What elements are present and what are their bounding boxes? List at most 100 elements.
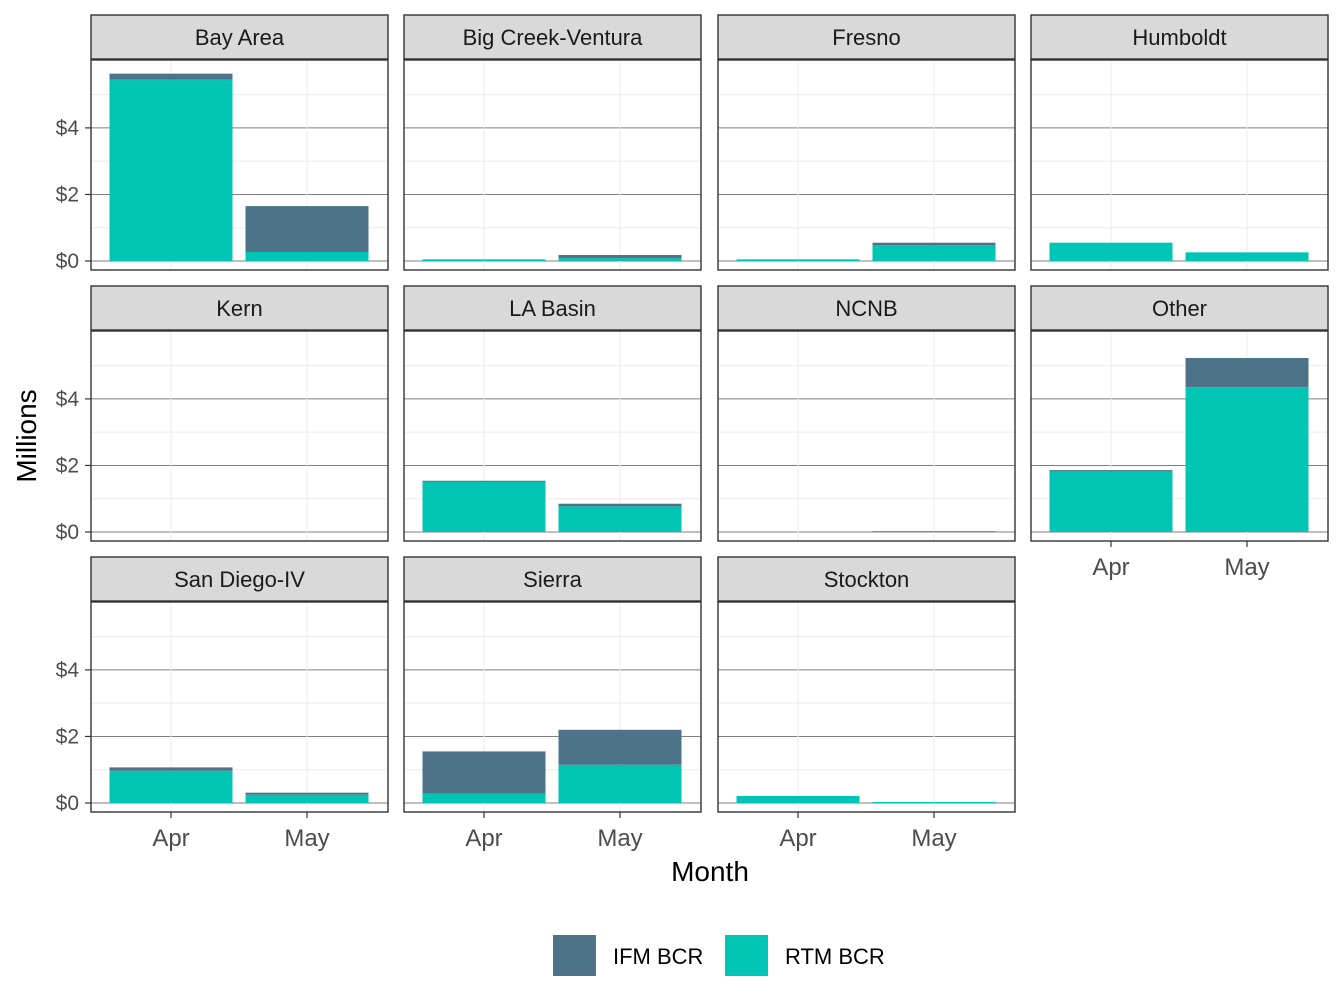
legend-item-ifm-bcr: IFM BCR bbox=[553, 935, 703, 976]
legend-label-rtm-bcr: RTM BCR bbox=[785, 944, 885, 969]
bar-rtm-bcr-san-diego-iv-may bbox=[245, 794, 369, 803]
panel-border bbox=[1030, 59, 1329, 271]
facet-strip-bay-area bbox=[90, 14, 389, 60]
facet-strip-ncnb bbox=[717, 285, 1016, 331]
panel-border bbox=[90, 601, 389, 813]
bar-ifm-bcr-big-creek-ventura-may bbox=[558, 255, 682, 259]
bar-rtm-bcr-other-may bbox=[1185, 387, 1309, 532]
bar-ifm-bcr-san-diego-iv-may bbox=[245, 792, 369, 795]
bar-rtm-bcr-humboldt-may bbox=[1185, 252, 1309, 261]
legend-key-ifm-bcr bbox=[553, 935, 596, 976]
panel-background bbox=[718, 331, 1015, 541]
panel-border bbox=[403, 330, 702, 542]
bar-ifm-bcr-san-diego-iv-apr bbox=[109, 767, 233, 771]
legend-key-rtm-bcr bbox=[725, 935, 768, 976]
bar-rtm-bcr-fresno-may bbox=[872, 245, 996, 261]
y-tick-label: $4 bbox=[56, 117, 80, 140]
facet-strip-big-creek-ventura bbox=[403, 14, 702, 60]
facet-other: Other Apr May bbox=[1030, 285, 1329, 581]
facet-strip-fresno bbox=[717, 14, 1016, 60]
bar-ifm-bcr-la-basin-apr bbox=[422, 480, 546, 482]
facet-panels: Bay Area $0 $2 $4 Big Creek-Ventura Fresno Hum… bbox=[56, 14, 1329, 852]
panel-background bbox=[1031, 60, 1328, 270]
facet-title-other: Other bbox=[1152, 296, 1207, 321]
panel-background bbox=[404, 60, 701, 270]
facet-title-fresno: Fresno bbox=[832, 25, 900, 50]
panel-border bbox=[403, 601, 702, 813]
panel-border bbox=[717, 59, 1016, 271]
panel-background bbox=[91, 331, 388, 541]
y-tick-label: $4 bbox=[56, 659, 80, 682]
x-axis-title: Month bbox=[671, 856, 749, 887]
y-tick-label: $0 bbox=[56, 792, 79, 815]
facet-title-sierra: Sierra bbox=[523, 567, 582, 592]
facet-strip-stockton bbox=[717, 556, 1016, 602]
bar-rtm-bcr-other-apr bbox=[1049, 471, 1173, 532]
bar-rtm-bcr-humboldt-apr bbox=[1049, 242, 1173, 261]
facet-strip-san-diego-iv bbox=[90, 556, 389, 602]
bar-ifm-bcr-sierra-may bbox=[558, 729, 682, 765]
facet-title-kern: Kern bbox=[216, 296, 262, 321]
bar-ifm-bcr-la-basin-may bbox=[558, 503, 682, 507]
facet-title-big-creek-ventura: Big Creek-Ventura bbox=[463, 25, 644, 50]
y-tick-label: $2 bbox=[56, 454, 79, 477]
facet-la-basin: LA Basin bbox=[403, 285, 702, 542]
bar-rtm-bcr-la-basin-may bbox=[558, 506, 682, 532]
panel-background bbox=[718, 60, 1015, 270]
bar-ifm-bcr-bay-area-apr bbox=[109, 73, 233, 80]
x-tick-label-apr: Apr bbox=[465, 825, 502, 852]
panel-background bbox=[718, 602, 1015, 812]
y-tick-label: $2 bbox=[56, 725, 79, 748]
legend-label-ifm-bcr: IFM BCR bbox=[613, 944, 703, 969]
panel-border bbox=[1030, 330, 1329, 542]
facet-title-la-basin: LA Basin bbox=[509, 296, 596, 321]
y-tick-label: $0 bbox=[56, 250, 79, 273]
x-tick-label-apr: Apr bbox=[779, 825, 816, 852]
facet-strip-kern bbox=[90, 285, 389, 331]
facet-title-stockton: Stockton bbox=[824, 567, 910, 592]
facet-fresno: Fresno bbox=[717, 14, 1016, 271]
facet-title-bay-area: Bay Area bbox=[195, 25, 285, 50]
facet-title-humboldt: Humboldt bbox=[1132, 25, 1226, 50]
facet-strip-other bbox=[1030, 285, 1329, 331]
panel-border bbox=[90, 59, 389, 271]
bar-rtm-bcr-fresno-apr bbox=[736, 259, 860, 261]
legend: IFM BCR RTM BCR bbox=[553, 935, 885, 976]
y-tick-label: $2 bbox=[56, 183, 79, 206]
bar-rtm-bcr-big-creek-ventura-apr bbox=[422, 259, 546, 261]
facet-kern: Kern $0 $2 $4 bbox=[56, 285, 389, 544]
facet-title-ncnb: NCNB bbox=[835, 296, 897, 321]
facet-humboldt: Humboldt bbox=[1030, 14, 1329, 271]
x-tick-label-may: May bbox=[284, 825, 329, 852]
bar-rtm-bcr-la-basin-apr bbox=[422, 481, 546, 532]
x-tick-label-may: May bbox=[1224, 554, 1269, 581]
facet-big-creek-ventura: Big Creek-Ventura bbox=[403, 14, 702, 271]
facet-bay-area: Bay Area $0 $2 $4 bbox=[56, 14, 389, 273]
facet-strip-la-basin bbox=[403, 285, 702, 331]
bar-ifm-bcr-fresno-may bbox=[872, 242, 996, 246]
facet-stockton: Stockton Apr May bbox=[717, 556, 1016, 852]
x-tick-label-may: May bbox=[911, 825, 956, 852]
bar-ifm-bcr-sierra-apr bbox=[422, 751, 546, 794]
y-tick-label: $0 bbox=[56, 521, 79, 544]
facet-title-san-diego-iv: San Diego-IV bbox=[174, 567, 305, 592]
bar-rtm-bcr-ncnb-may bbox=[872, 531, 996, 532]
bar-rtm-bcr-sierra-may bbox=[558, 764, 682, 803]
x-tick-label-apr: Apr bbox=[152, 825, 189, 852]
bar-rtm-bcr-sierra-apr bbox=[422, 793, 546, 803]
y-axis-title: Millions bbox=[11, 389, 42, 482]
y-tick-label: $4 bbox=[56, 388, 80, 411]
facet-sierra: Sierra Apr May bbox=[403, 556, 702, 852]
panel-border bbox=[717, 601, 1016, 813]
panel-border bbox=[717, 330, 1016, 542]
facet-ncnb: NCNB bbox=[717, 285, 1016, 542]
bar-rtm-bcr-bay-area-apr bbox=[109, 79, 233, 262]
bar-rtm-bcr-stockton-apr bbox=[736, 796, 860, 803]
legend-item-rtm-bcr: RTM BCR bbox=[725, 935, 885, 976]
bar-ifm-bcr-other-apr bbox=[1049, 470, 1173, 472]
bar-ifm-bcr-other-may bbox=[1185, 357, 1309, 388]
panel-border bbox=[403, 59, 702, 271]
bar-ifm-bcr-bay-area-may bbox=[245, 206, 369, 253]
bar-rtm-bcr-san-diego-iv-apr bbox=[109, 770, 233, 803]
